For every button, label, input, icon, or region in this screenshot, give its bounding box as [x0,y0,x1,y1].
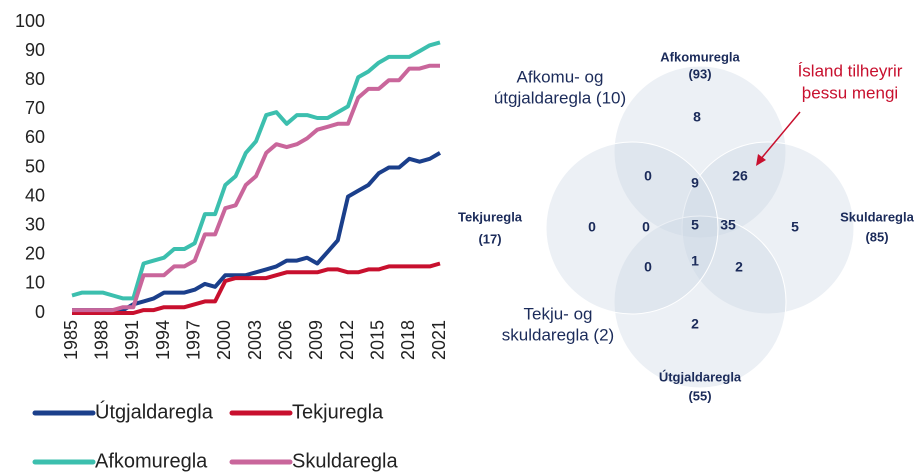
set-circle [545,141,719,315]
x-tick-label: 2012 [337,320,357,360]
x-tick-label: 2015 [367,320,387,360]
set-circle [613,65,787,239]
series-line [71,40,441,301]
set-count: (85) [865,229,888,244]
y-tick-label: 80 [25,69,45,89]
set-count: (55) [688,388,711,403]
pair-label: Tekju- og [524,304,593,323]
region-count: 0 [642,219,650,235]
region-count: 0 [644,168,652,184]
annotation: Ísland tilheyrir [798,61,903,80]
y-tick-label: 20 [25,244,45,264]
region-count: 0 [588,219,596,235]
region-count: 2 [735,259,743,275]
y-tick-label: 30 [25,214,45,234]
series-line [72,261,441,315]
x-tick-label: 1994 [153,320,173,360]
set-circle [681,141,855,315]
y-tick-label: 0 [35,302,45,322]
annotation-arrow [759,111,801,161]
y-tick-label: 50 [25,156,45,176]
y-tick-label: 60 [25,127,45,147]
annotation: þessu mengi [802,83,898,102]
set-circle [613,215,787,389]
y-tick-label: 100 [15,11,45,31]
y-tick-label: 70 [25,98,45,118]
region-count: 5 [691,217,699,233]
pair-label: útgjaldaregla (10) [494,88,626,107]
venn-circles [545,65,855,389]
x-tick-label: 2009 [306,320,326,360]
set-count: (17) [478,231,501,246]
x-tick-label: 2000 [214,320,234,360]
legend-label: Afkomuregla [95,450,208,472]
x-tick-label: 2018 [398,320,418,360]
region-count: 35 [720,217,736,233]
region-count: 5 [791,219,799,235]
series-line [72,63,440,313]
region-count: 1 [691,253,699,269]
pair-label: skuldaregla (2) [502,325,614,344]
x-tick-label: 2003 [245,320,265,360]
region-count: 0 [644,259,652,275]
set-name: Skuldaregla [840,209,914,224]
x-tick-label: 1985 [61,320,81,360]
x-tick-label: 1997 [183,320,203,360]
set-name: Afkomuregla [660,49,740,64]
set-name: Tekjuregla [458,209,523,224]
y-tick-label: 90 [25,40,45,60]
set-count: (93) [688,66,711,81]
pair-label: Afkomu- og [517,67,604,86]
x-tick-label: 2006 [275,320,295,360]
x-tick-label: 1988 [91,320,111,360]
region-count: 2 [691,316,699,332]
region-count: 26 [732,168,748,184]
set-name: Útgjaldaregla [659,369,742,384]
legend-label: Tekjuregla [292,401,384,423]
x-tick-label: 2021 [429,320,449,360]
y-tick-label: 10 [25,273,45,293]
legend-label: Skuldaregla [292,450,399,472]
y-tick-label: 40 [25,185,45,205]
x-tick-label: 1991 [122,320,142,360]
legend-label: Útgjaldaregla [95,400,214,423]
arrow-head [756,154,766,166]
region-count: 8 [693,109,701,125]
region-count: 9 [691,175,699,191]
